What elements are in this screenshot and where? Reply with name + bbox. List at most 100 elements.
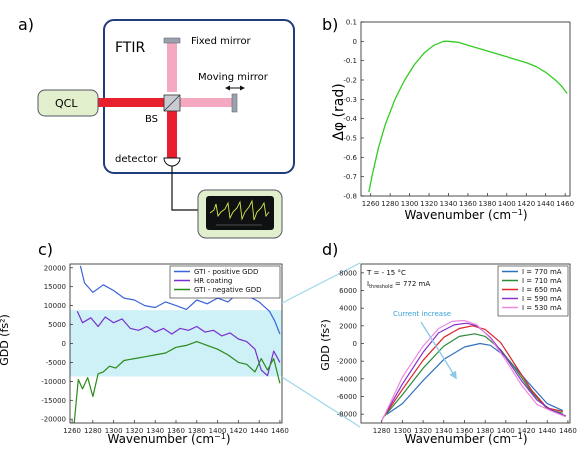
b-ytick-label-9: -0.8 bbox=[343, 193, 357, 201]
d-series-2 bbox=[384, 333, 563, 417]
panel-label-d: d) bbox=[322, 240, 338, 259]
d-ylabel: GDD (fs²) bbox=[319, 319, 332, 371]
d-ytick-label-4: 0 bbox=[353, 340, 357, 348]
d-xtick-label-1360: 1360 bbox=[456, 427, 474, 435]
b-ytick-label-2: -0.1 bbox=[343, 57, 357, 65]
panel-d-chart: d) GDD (fs²) 1280 1300 1320 1340 1360 1380 140… bbox=[319, 240, 577, 446]
b-ytick-label-6: -0.5 bbox=[343, 135, 357, 143]
panel-b-chart: b) Δφ (rad) 1260 1280 1300 1320 1340 1360 1380… bbox=[322, 15, 574, 222]
chart-d-plot: 1280 1300 1320 1340 1360 1380 1400 1420 1440 1460… bbox=[337, 263, 577, 435]
b-ytick-label-7: -0.6 bbox=[343, 154, 357, 162]
b-xtick-label-1440: 1440 bbox=[537, 200, 555, 208]
b-xtick-label-1320: 1320 bbox=[420, 200, 438, 208]
d-xtick-label-1460: 1460 bbox=[559, 427, 577, 435]
c-series-3 bbox=[73, 341, 281, 423]
c-xtick-label-1360: 1360 bbox=[167, 427, 185, 435]
detector-label: detector bbox=[115, 154, 158, 165]
panel-label-b: b) bbox=[322, 15, 338, 34]
b-ytick-label-0: 0.1 bbox=[346, 19, 357, 27]
c-legend-label-1: GTI - positive GDD bbox=[194, 268, 258, 276]
d-ytick-label-0: 8000 bbox=[339, 269, 357, 277]
detector bbox=[163, 157, 181, 167]
c-legend-label-2: HR coating bbox=[194, 277, 232, 285]
c-xtick-label-1380: 1380 bbox=[188, 427, 206, 435]
d-current-increase-arrow bbox=[420, 321, 457, 380]
c-ylabel: GDD (fs²) bbox=[0, 314, 11, 366]
b-ytick-label-4: -0.3 bbox=[343, 96, 357, 104]
d-ytick-label-6: -4000 bbox=[337, 375, 357, 383]
d-xtick-label-1420: 1420 bbox=[518, 427, 536, 435]
b-xtick-label-1420: 1420 bbox=[517, 200, 535, 208]
d-ytick-label-1: 6000 bbox=[339, 287, 357, 295]
c-xtick-label-1420: 1420 bbox=[229, 427, 247, 435]
chart-c-plot: 1260 1280 1300 1320 1340 1360 1380 1400 1420 1440… bbox=[41, 263, 289, 435]
b-xtick-label-1460: 1460 bbox=[556, 200, 574, 208]
b-xtick-label-1260: 1260 bbox=[362, 200, 380, 208]
b-ytick-label-1: 0 bbox=[353, 38, 357, 46]
b-xtick-label-1360: 1360 bbox=[459, 200, 477, 208]
d-xtick-label-1440: 1440 bbox=[538, 427, 556, 435]
c-xtick-label-1320: 1320 bbox=[126, 427, 144, 435]
d-current-increase-label: Current increase bbox=[393, 310, 451, 318]
c-ytick-label-5: -5000 bbox=[46, 359, 66, 367]
c-legend-label-3: GTI - negative GDD bbox=[194, 286, 262, 294]
d-xtick-label-1380: 1380 bbox=[476, 427, 494, 435]
fixed-mirror bbox=[163, 37, 181, 44]
d-legend-label-3: I = 650 mA bbox=[522, 286, 562, 294]
d-xlabel: Wavenumber (cm−1) bbox=[404, 432, 527, 446]
b-xtick-label-1300: 1300 bbox=[401, 200, 419, 208]
d-xtick-label-1280: 1280 bbox=[373, 427, 391, 435]
d-threshold-annotation: Ithreshold = 772 mA bbox=[367, 280, 430, 290]
b-xtick-label-1380: 1380 bbox=[478, 200, 496, 208]
d-ytick-label-5: -2000 bbox=[337, 358, 357, 366]
beam-splitter-diagonal bbox=[163, 94, 181, 112]
d-ytick-label-3: 2000 bbox=[339, 322, 357, 330]
c-ytick-label-8: -20000 bbox=[41, 416, 66, 424]
zoom-connector-top bbox=[281, 262, 361, 304]
c-xtick-label-1280: 1280 bbox=[84, 427, 102, 435]
beam-vertical-upper bbox=[167, 42, 177, 92]
c-ytick-label-4: 0 bbox=[62, 340, 66, 348]
fixed-mirror-label: Fixed mirror bbox=[191, 36, 252, 47]
c-ytick-label-1: 15000 bbox=[44, 283, 66, 291]
panel-label-c: c) bbox=[38, 240, 53, 259]
d-temp-annotation: T = - 15 °C bbox=[366, 269, 406, 277]
c-ytick-label-6: -10000 bbox=[41, 378, 66, 386]
c-xlabel: Wavenumber (cm−1) bbox=[107, 432, 230, 446]
d-xtick-label-1400: 1400 bbox=[497, 427, 515, 435]
d-series-4 bbox=[382, 322, 567, 419]
moving-mirror-label: Moving mirror bbox=[198, 72, 269, 83]
panel-c-chart: c) GDD (fs²) 1260 1280 1300 1320 1340 1360 138… bbox=[0, 240, 289, 446]
qcl-box bbox=[37, 89, 99, 117]
oscilloscope-trace bbox=[209, 199, 270, 221]
c-xtick-label-1300: 1300 bbox=[105, 427, 123, 435]
d-series-5 bbox=[381, 319, 567, 422]
zoom-connector-bottom bbox=[281, 376, 361, 428]
b-ytick-label-5: -0.4 bbox=[343, 115, 357, 123]
c-xtick-label-1440: 1440 bbox=[250, 427, 268, 435]
chart-b-plot: 1260 1280 1300 1320 1340 1360 1380 1400 1420 1440… bbox=[343, 19, 574, 209]
c-ytick-label-2: 10000 bbox=[44, 302, 66, 310]
b-ytick-label-8: -0.7 bbox=[343, 173, 357, 181]
c-xtick-label-1260: 1260 bbox=[63, 427, 81, 435]
c-ytick-label-0: 20000 bbox=[44, 264, 66, 272]
d-series-1 bbox=[386, 342, 564, 415]
panel-a-setup: a) FTIR Fixed mirror BS Moving mirror QC… bbox=[18, 15, 295, 239]
c-xtick-label-1460: 1460 bbox=[271, 427, 289, 435]
d-ytick-label-2: 4000 bbox=[339, 305, 357, 313]
oscilloscope-screen bbox=[206, 196, 274, 230]
ftir-label: FTIR bbox=[115, 40, 145, 56]
qcl-label: QCL bbox=[55, 97, 78, 110]
d-legend-label-1: I = 770 mA bbox=[522, 268, 562, 276]
c-xtick-label-1400: 1400 bbox=[209, 427, 227, 435]
b-xtick-label-1280: 1280 bbox=[381, 200, 399, 208]
d-legend-label-4: I = 590 mA bbox=[522, 295, 562, 303]
b-frame bbox=[360, 21, 571, 197]
b-ylabel: Δφ (rad) bbox=[331, 83, 347, 140]
c-ytick-label-7: -15000 bbox=[41, 397, 66, 405]
d-ytick-label-7: -6000 bbox=[337, 393, 357, 401]
b-ytick-label-3: -0.2 bbox=[343, 77, 357, 85]
b-xtick-label-1400: 1400 bbox=[498, 200, 516, 208]
d-legend-label-2: I = 710 mA bbox=[522, 277, 562, 285]
moving-mirror bbox=[231, 93, 238, 113]
